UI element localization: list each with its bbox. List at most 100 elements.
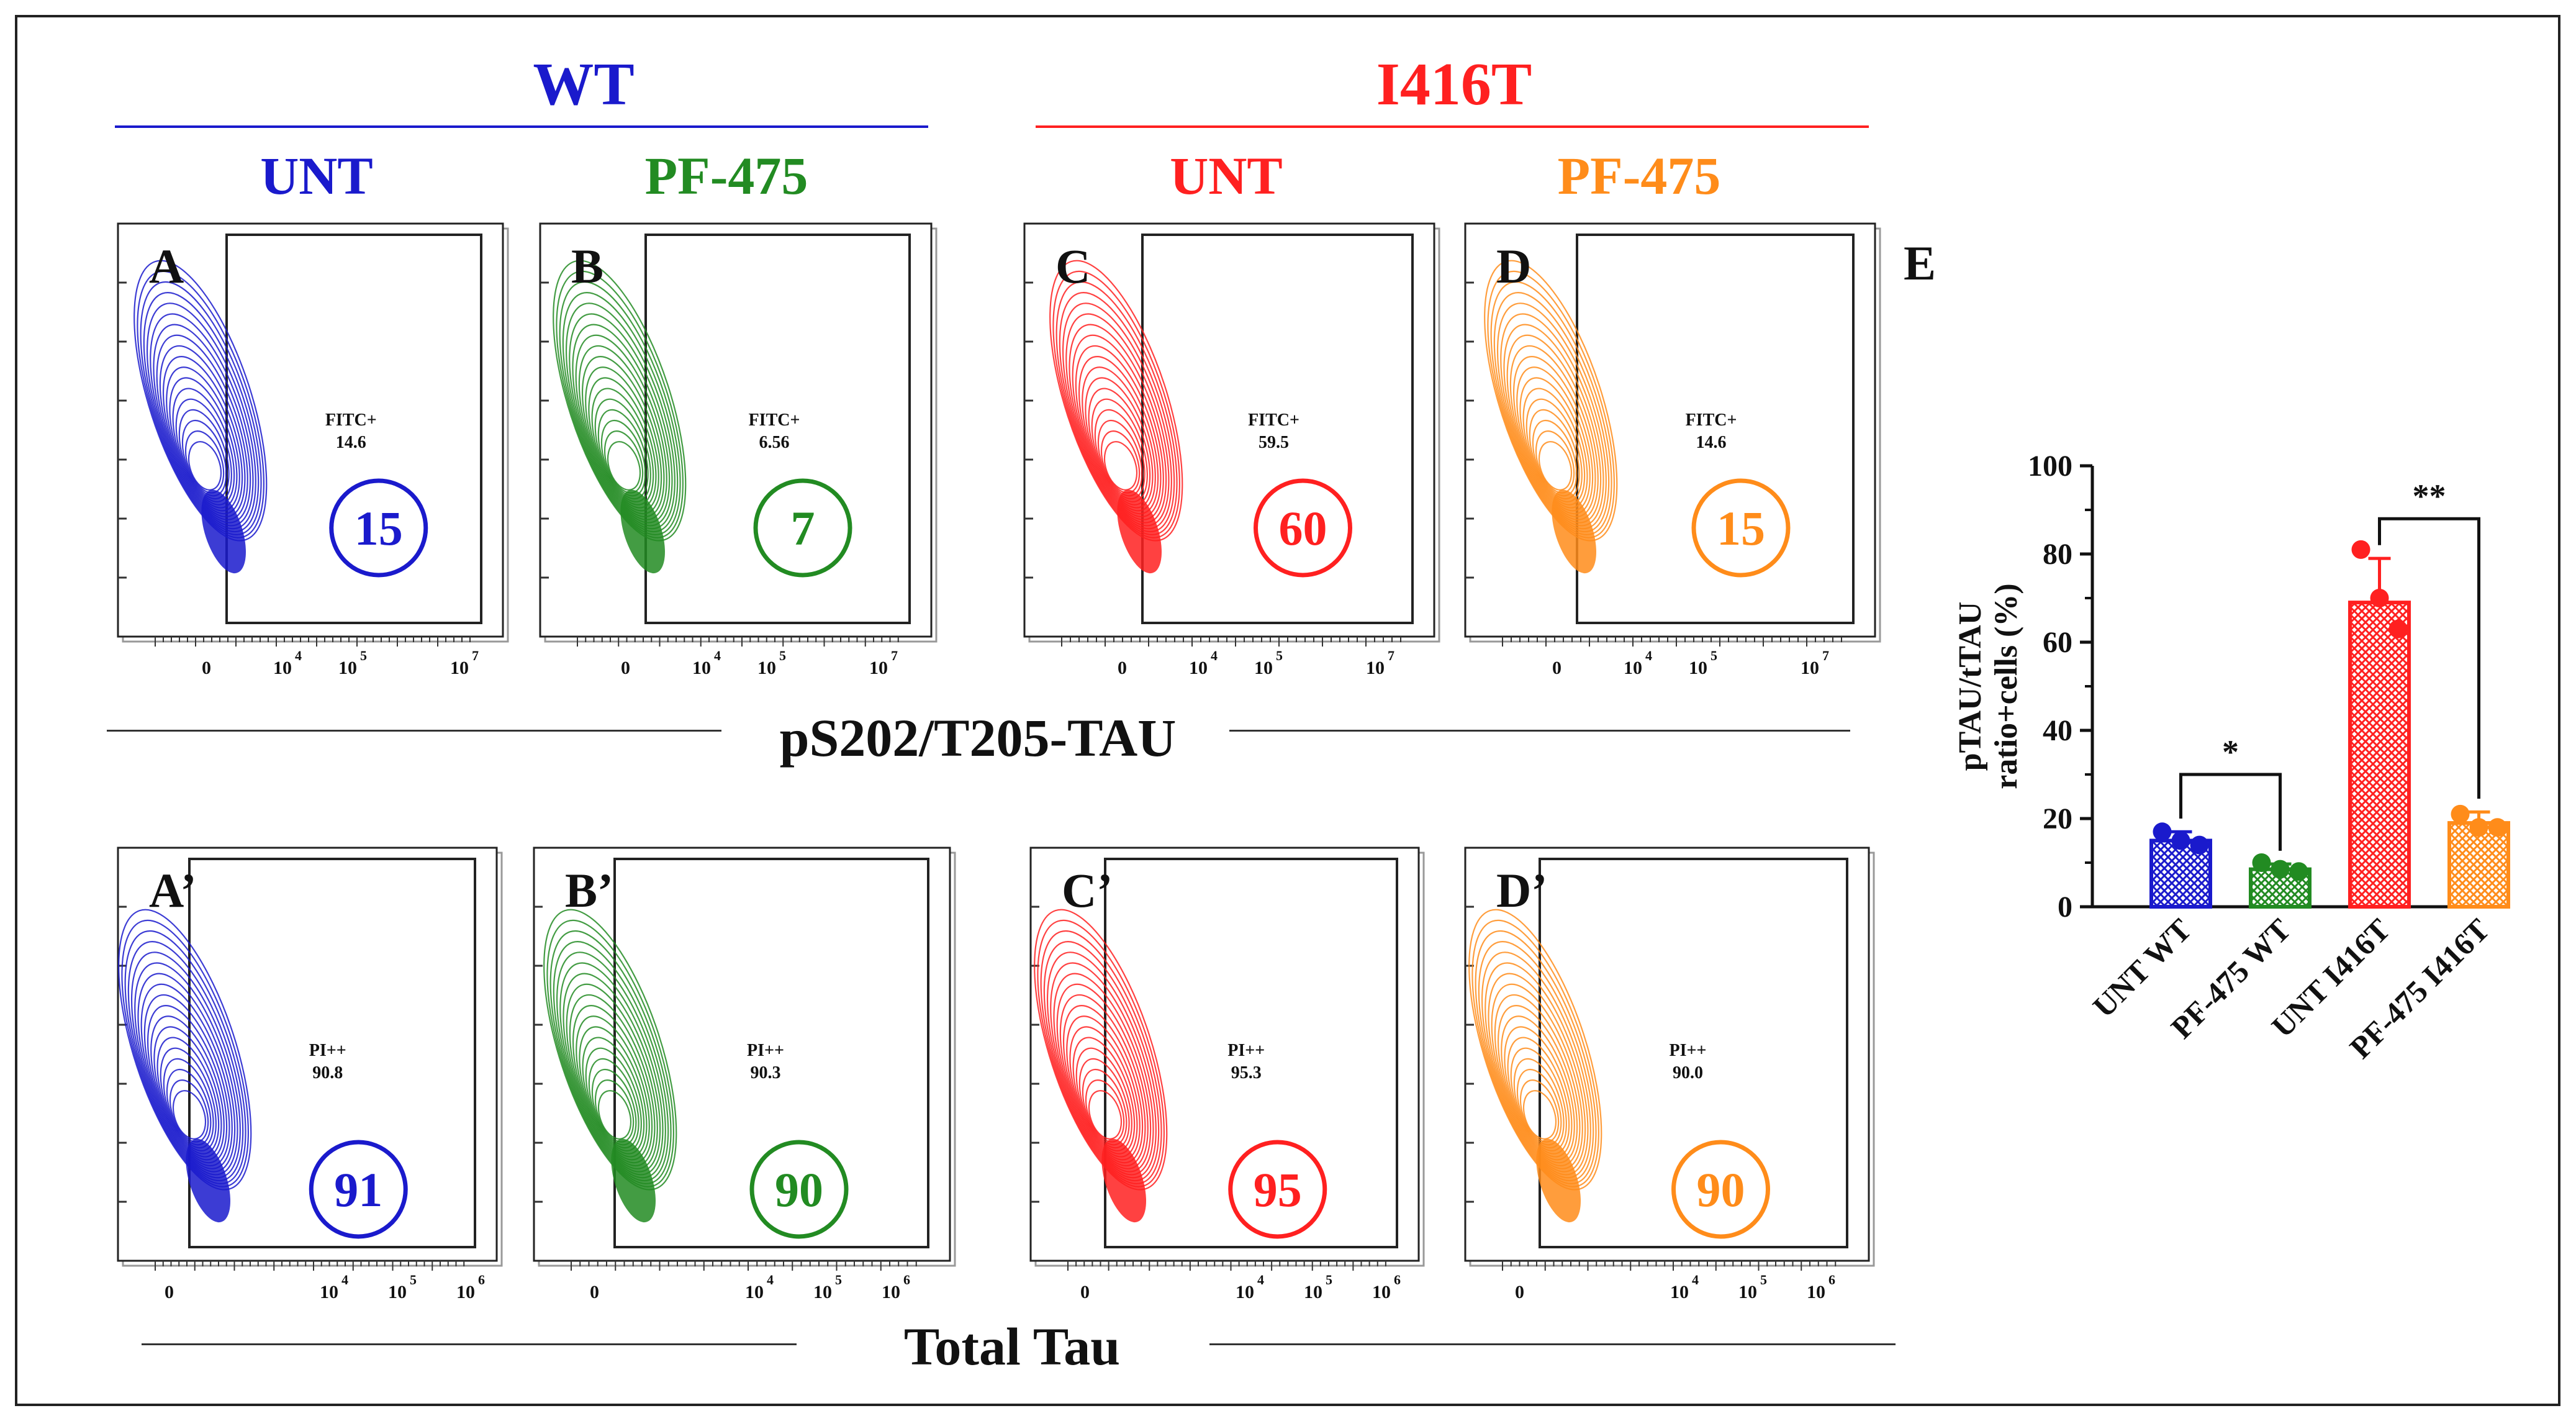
x-tick-label-exponent: 7	[1388, 648, 1394, 663]
panel-letter: A’	[149, 863, 197, 917]
contour-ring	[1049, 260, 1183, 542]
gate-rectangle	[225, 234, 482, 624]
data-point-3-2	[2488, 818, 2507, 837]
x-tick-label-exponent: 5	[779, 648, 786, 663]
percent-circle	[329, 478, 428, 578]
x-tick-label-exponent: 7	[1822, 648, 1829, 663]
percent-circle	[1254, 478, 1352, 578]
condition-label-i416t-pf475: PF-475	[1557, 146, 1721, 206]
panel-frame	[533, 847, 951, 1262]
x-tick-label-base: 10	[1372, 1282, 1391, 1302]
gate-label: FITC+	[1686, 411, 1737, 430]
figure-frame	[15, 15, 2560, 1406]
panel-letter: D’	[1496, 863, 1547, 917]
y-tick-label: 20	[2043, 802, 2072, 835]
gate-rectangle	[188, 858, 476, 1248]
gate-label: PI++	[1227, 1041, 1265, 1060]
x-tick-label-base: 10	[456, 1282, 475, 1302]
contour-core	[201, 489, 246, 574]
panel-frame	[117, 847, 498, 1262]
x-tick-label-base: 10	[273, 658, 292, 678]
data-point-2-0	[2351, 540, 2370, 559]
x-tick-label-base: 10	[450, 658, 469, 678]
panel-letter: B	[571, 239, 603, 293]
contour-ring	[188, 441, 222, 491]
panel-letter: B’	[565, 863, 613, 917]
x-tick-label-base: 10	[1366, 658, 1385, 678]
percent-circle	[753, 478, 852, 578]
contour-core	[1536, 1138, 1581, 1223]
data-point-3-1	[2469, 818, 2488, 837]
panel-frame	[1464, 222, 1876, 638]
panel-letter: D	[1496, 239, 1531, 293]
x-tick-label-base: 10	[745, 1282, 764, 1302]
x-tick-label-exponent: 4	[1257, 1272, 1264, 1287]
percent-circle	[1671, 1140, 1770, 1239]
contour-core	[1117, 489, 1162, 574]
bar-2	[2348, 601, 2411, 909]
percent-value: 91	[334, 1163, 382, 1217]
significance-bracket-1	[2378, 517, 2480, 799]
contour-plot	[118, 909, 252, 1223]
y-axis-label: pTAU/tTAU ratio+cells (%)	[1953, 583, 2024, 789]
gate-label: PI++	[747, 1041, 784, 1060]
condition-label-wt-unt: UNT	[260, 146, 373, 206]
y-tick-label: 40	[2043, 714, 2072, 747]
x-tick-label-0: 0	[1515, 1282, 1524, 1302]
panel-letter: C	[1055, 239, 1090, 293]
x-tick-label-base: 10	[882, 1282, 900, 1302]
data-point-1-2	[2289, 862, 2308, 881]
gate-label: PI++	[1670, 1041, 1707, 1060]
x-tick-label-exponent: 5	[1760, 1272, 1767, 1287]
x-tick-label-exponent: 6	[478, 1272, 485, 1287]
percent-value: 7	[791, 501, 815, 555]
contour-plot	[1484, 260, 1618, 574]
panel-letter-E: E	[1904, 236, 1936, 290]
percent-value: 15	[355, 501, 403, 555]
x-tick-label-exponent: 6	[903, 1272, 910, 1287]
x-tick-label-base: 10	[813, 1282, 832, 1302]
contour-ring	[543, 909, 677, 1191]
gate-rectangle	[1141, 234, 1414, 624]
x-tick-label-base: 10	[1670, 1282, 1689, 1302]
gate-value: 90.0	[1673, 1063, 1703, 1083]
contour-ring	[118, 909, 252, 1191]
contour-ring	[1538, 441, 1573, 491]
data-point-0-1	[2171, 831, 2190, 850]
panel-frame	[1023, 222, 1435, 638]
gate-value: 95.3	[1231, 1063, 1262, 1083]
x-tick-label-exponent: 5	[835, 1272, 842, 1287]
x-tick-label-exponent: 4	[1211, 648, 1218, 663]
contour-ring	[133, 260, 268, 542]
contour-core	[1552, 489, 1596, 574]
x-tick-label-exponent: 6	[1828, 1272, 1835, 1287]
contour-ring	[607, 441, 641, 491]
significance-label-1: **	[2413, 478, 2446, 515]
contour-ring	[1468, 909, 1602, 1191]
x-tick-label-exponent: 4	[767, 1272, 774, 1287]
x-tick-label-base: 10	[1254, 658, 1273, 678]
contour-ring	[1103, 441, 1138, 491]
x-tick-label-exponent: 6	[1394, 1272, 1401, 1287]
x-tick-label-base: 10	[338, 658, 357, 678]
panel-frame	[117, 222, 504, 638]
data-point-1-0	[2252, 853, 2271, 872]
gate-rectangle	[613, 858, 929, 1248]
contour-ring	[172, 1090, 207, 1140]
x-tick-label-base: 10	[757, 658, 776, 678]
group-line-i416t	[1036, 125, 1869, 128]
percent-value: 15	[1717, 501, 1765, 555]
x-tick-label-exponent: 7	[891, 648, 898, 663]
x-tick-label-base: 10	[1738, 1282, 1757, 1302]
y-tick-label: 80	[2043, 538, 2072, 571]
data-point-2-1	[2370, 589, 2389, 607]
x-tick-label-base: 10	[1624, 658, 1642, 678]
x-tick-label-base: 10	[320, 1282, 338, 1302]
gate-rectangle	[644, 234, 911, 624]
x-tick-label-exponent: 5	[1326, 1272, 1332, 1287]
group-title-wt: WT	[533, 51, 635, 118]
x-tick-label-base: 10	[1236, 1282, 1254, 1302]
percent-value: 90	[775, 1163, 823, 1217]
contour-ring	[1522, 1090, 1557, 1140]
